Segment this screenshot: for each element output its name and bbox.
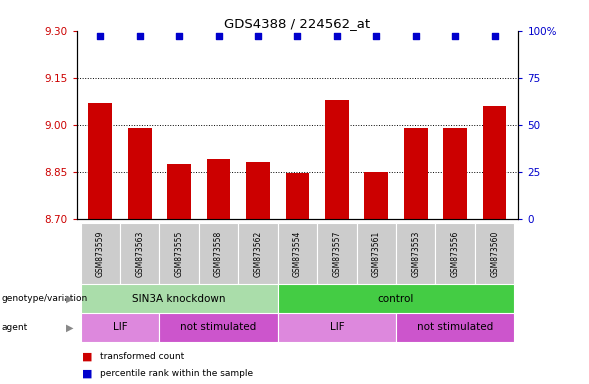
Bar bbox=[167, 164, 191, 219]
Bar bbox=[317, 223, 356, 284]
Bar bbox=[444, 128, 467, 219]
Bar bbox=[81, 284, 278, 313]
Text: GSM873563: GSM873563 bbox=[135, 230, 144, 276]
Bar bbox=[404, 128, 428, 219]
Text: GSM873561: GSM873561 bbox=[372, 230, 381, 276]
Point bbox=[411, 33, 421, 40]
Bar bbox=[483, 106, 507, 219]
Point bbox=[135, 33, 144, 40]
Bar bbox=[88, 103, 112, 219]
Title: GDS4388 / 224562_at: GDS4388 / 224562_at bbox=[224, 17, 370, 30]
Text: GSM873557: GSM873557 bbox=[332, 230, 342, 276]
Text: ▶: ▶ bbox=[66, 293, 73, 304]
Text: GSM873558: GSM873558 bbox=[214, 230, 223, 276]
Bar bbox=[239, 223, 278, 284]
Text: GSM873553: GSM873553 bbox=[411, 230, 421, 276]
Text: not stimulated: not stimulated bbox=[417, 322, 494, 333]
Text: percentile rank within the sample: percentile rank within the sample bbox=[100, 369, 253, 378]
Bar bbox=[325, 100, 349, 219]
Text: LIF: LIF bbox=[330, 322, 344, 333]
Text: ■: ■ bbox=[82, 351, 93, 362]
Point bbox=[95, 33, 105, 40]
Point bbox=[174, 33, 184, 40]
Text: genotype/variation: genotype/variation bbox=[1, 294, 87, 303]
Bar bbox=[356, 223, 396, 284]
Point bbox=[490, 33, 499, 40]
Bar bbox=[396, 223, 435, 284]
Text: GSM873554: GSM873554 bbox=[293, 230, 302, 276]
Point bbox=[293, 33, 302, 40]
Bar bbox=[128, 128, 151, 219]
Bar bbox=[278, 284, 514, 313]
Bar bbox=[278, 223, 317, 284]
Bar bbox=[199, 223, 239, 284]
Bar bbox=[160, 223, 199, 284]
Text: transformed count: transformed count bbox=[100, 352, 184, 361]
Point bbox=[451, 33, 460, 40]
Text: GSM873559: GSM873559 bbox=[96, 230, 105, 276]
Bar bbox=[207, 159, 230, 219]
Text: GSM873562: GSM873562 bbox=[253, 230, 263, 276]
Point bbox=[332, 33, 342, 40]
Point bbox=[372, 33, 381, 40]
Bar bbox=[475, 223, 514, 284]
Bar bbox=[81, 313, 160, 342]
Text: GSM873555: GSM873555 bbox=[174, 230, 184, 276]
Text: GSM873556: GSM873556 bbox=[451, 230, 459, 276]
Text: SIN3A knockdown: SIN3A knockdown bbox=[133, 293, 226, 304]
Bar bbox=[160, 313, 278, 342]
Bar bbox=[435, 223, 475, 284]
Point bbox=[214, 33, 223, 40]
Text: control: control bbox=[378, 293, 414, 304]
Text: not stimulated: not stimulated bbox=[180, 322, 257, 333]
Bar bbox=[365, 172, 388, 219]
Point bbox=[253, 33, 263, 40]
Text: LIF: LIF bbox=[112, 322, 127, 333]
Bar bbox=[396, 313, 514, 342]
Bar bbox=[286, 174, 309, 219]
Text: agent: agent bbox=[1, 323, 28, 332]
Text: GSM873560: GSM873560 bbox=[490, 230, 499, 276]
Text: ▶: ▶ bbox=[66, 322, 73, 333]
Bar bbox=[120, 223, 160, 284]
Bar bbox=[278, 313, 396, 342]
Bar bbox=[246, 162, 270, 219]
Text: ■: ■ bbox=[82, 368, 93, 379]
Bar bbox=[81, 223, 120, 284]
